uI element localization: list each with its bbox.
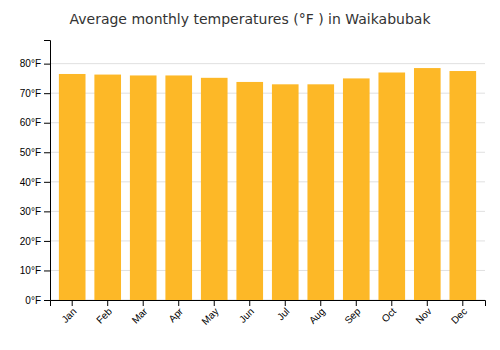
tick-mark xyxy=(427,300,428,306)
bar xyxy=(378,73,405,301)
x-tick: Aug xyxy=(307,300,327,326)
bar xyxy=(165,75,192,300)
tick-mark xyxy=(44,64,50,65)
tick-mark xyxy=(320,300,321,306)
tick-mark xyxy=(107,300,108,306)
x-tick: Nov xyxy=(413,300,433,326)
tick-mark xyxy=(214,300,215,306)
bars xyxy=(59,68,476,300)
bar xyxy=(201,78,228,300)
tick-label: Dec xyxy=(449,306,469,326)
y-tick: 50°F xyxy=(20,147,50,158)
tick-mark xyxy=(44,211,50,212)
tick-mark xyxy=(44,270,50,271)
tick-label: 70°F xyxy=(20,88,41,99)
tick-label: 10°F xyxy=(20,265,41,276)
y-tick: 70°F xyxy=(20,88,50,99)
grid-line xyxy=(50,63,485,64)
x-tick: Jul xyxy=(275,300,292,322)
tick-mark xyxy=(44,241,50,242)
x-tick: Jun xyxy=(237,300,256,325)
x-tick: Dec xyxy=(449,300,469,326)
tick-label: Jun xyxy=(237,306,256,325)
y-tick: 40°F xyxy=(20,177,50,188)
x-tick: Sep xyxy=(342,300,363,326)
tick-label: 80°F xyxy=(20,58,41,69)
tick-mark xyxy=(72,300,73,306)
bar xyxy=(59,74,86,300)
bar xyxy=(94,75,121,300)
tick-label: Feb xyxy=(94,305,114,325)
y-tick: 60°F xyxy=(20,117,50,128)
y-tick: 20°F xyxy=(20,236,50,247)
x-tick: Mar xyxy=(130,300,150,326)
tick-label: May xyxy=(199,306,220,327)
y-axis: 0°F 10°F 20°F 30°F 40°F 50°F 60°F 70°F 80°F xyxy=(20,41,51,306)
tick-label: Apr xyxy=(166,305,185,324)
bar xyxy=(307,84,334,300)
tick-mark xyxy=(44,123,50,124)
x-tick: May xyxy=(199,300,220,327)
tick-mark xyxy=(44,152,50,153)
x-axis: Jan Feb Mar Apr May Jun Jul Aug Sep Oct Nov Dec xyxy=(51,300,486,327)
tick-mark xyxy=(44,182,50,183)
y-tick: 10°F xyxy=(20,265,50,276)
tick-mark xyxy=(462,300,463,306)
bar xyxy=(236,82,263,300)
tick-label: 60°F xyxy=(20,117,41,128)
axis-domain xyxy=(51,301,486,307)
chart-svg: 0°F 10°F 20°F 30°F 40°F 50°F 60°F 70°F 80°F Jan Fe… xyxy=(0,0,500,350)
bar xyxy=(343,78,370,300)
x-tick: Jan xyxy=(59,300,78,325)
tick-mark xyxy=(249,300,250,306)
tick-label: Jan xyxy=(59,306,78,325)
tick-mark xyxy=(143,300,144,306)
tick-mark xyxy=(44,93,50,94)
plot-area: 0°F 10°F 20°F 30°F 40°F 50°F 60°F 70°F 80°F Jan Fe… xyxy=(20,41,486,327)
y-tick: 0°F xyxy=(25,295,50,306)
tick-mark xyxy=(44,300,50,301)
tick-label: Mar xyxy=(130,305,150,325)
tick-label: 40°F xyxy=(20,177,41,188)
tick-label: 30°F xyxy=(20,206,41,217)
chart-container: 0°F 10°F 20°F 30°F 40°F 50°F 60°F 70°F 80°F Jan Fe… xyxy=(0,0,500,350)
x-tick: Apr xyxy=(166,300,185,324)
tick-label: Sep xyxy=(342,305,363,326)
bar xyxy=(414,68,441,300)
tick-label: 20°F xyxy=(20,236,41,247)
axis-domain xyxy=(44,41,51,301)
bar xyxy=(449,71,476,300)
tick-mark xyxy=(356,300,357,306)
tick-mark xyxy=(285,300,286,306)
y-tick: 30°F xyxy=(20,206,50,217)
tick-label: Oct xyxy=(379,306,398,325)
y-tick: 80°F xyxy=(20,58,50,69)
tick-label: Nov xyxy=(413,306,433,326)
tick-label: Jul xyxy=(275,306,292,323)
bar xyxy=(130,75,157,300)
tick-label: Aug xyxy=(307,306,327,326)
tick-mark xyxy=(178,300,179,306)
tick-label: 50°F xyxy=(20,147,41,158)
bar xyxy=(272,84,299,300)
title: Average monthly temperatures (°F ) in Wa… xyxy=(69,11,431,27)
grid xyxy=(50,64,485,300)
tick-label: 0°F xyxy=(25,295,41,306)
tick-mark xyxy=(391,300,392,306)
x-tick: Feb xyxy=(94,300,114,326)
x-tick: Oct xyxy=(379,300,398,324)
